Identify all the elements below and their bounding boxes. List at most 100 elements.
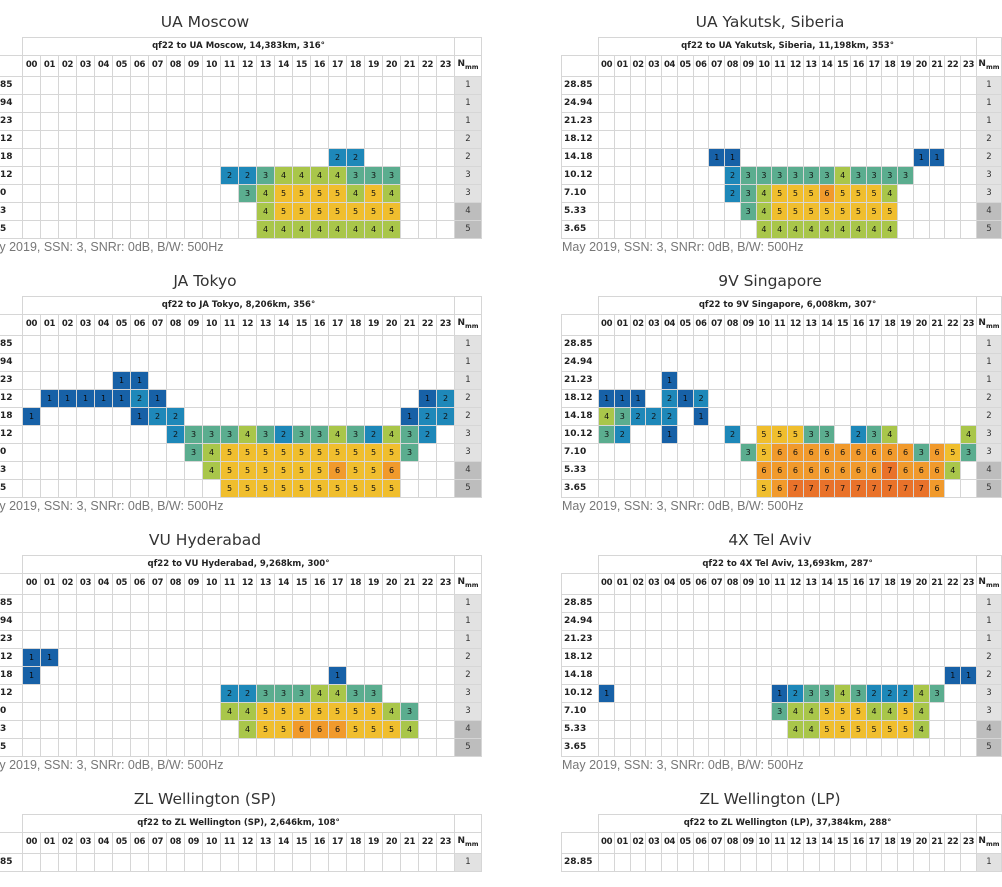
heatmap-cell: 5 (310, 460, 329, 480)
heatmap-cell: 1 (40, 388, 59, 408)
heatmap-cell (274, 352, 293, 372)
hour-label: 03 (76, 314, 95, 336)
heatmap-cell (346, 593, 365, 613)
heatmap-cell (148, 147, 167, 167)
heatmap-cell: 5 (802, 201, 820, 221)
heatmap-cell: 5 (256, 478, 275, 498)
hour-label: 17 (328, 55, 347, 77)
heatmap-cell: 7 (850, 478, 867, 498)
heatmap-grid-ua-yakutsk-siberia: qf22 to UA Yakutsk, Siberia, 11,198km, 3… (560, 37, 1002, 239)
hour-label: 20 (382, 55, 401, 77)
heatmap-cell (724, 370, 741, 390)
heatmap-cell: 3 (598, 424, 615, 444)
hour-label: 01 (40, 832, 59, 854)
heatmap-cell (724, 665, 741, 685)
heatmap-cell (400, 611, 419, 631)
heatmap-cell (897, 201, 914, 221)
heatmap-cell: 5 (238, 478, 257, 498)
heatmap-cell (418, 129, 437, 149)
heatmap-cell (436, 424, 455, 444)
heatmap-cell (771, 352, 789, 372)
freq-row: 7.10445555555433 (0, 701, 482, 721)
heatmap-cell (897, 852, 914, 872)
heatmap-cell (58, 442, 77, 462)
heatmap-cell (613, 183, 631, 203)
heatmap-cell (787, 147, 804, 167)
heatmap-cell (328, 370, 347, 390)
heatmap-cell (912, 334, 930, 354)
heatmap-cell (960, 75, 977, 95)
heatmap-cell (865, 665, 883, 685)
heatmap-cell: 5 (310, 701, 329, 721)
heatmap-cell (418, 147, 437, 167)
freq-header-cell (562, 556, 599, 574)
heatmap-cell (256, 647, 275, 667)
hour-label: 02 (58, 832, 77, 854)
heatmap-cell (400, 647, 419, 667)
hour-label: 10 (755, 573, 773, 595)
hour-label: 23 (436, 314, 455, 336)
heatmap-cell (76, 201, 95, 221)
heatmap-cell: 4 (755, 219, 773, 239)
heatmap-cell (382, 629, 401, 649)
heatmap-cell (818, 406, 836, 426)
heatmap-cell (897, 352, 914, 372)
heatmap-cell (708, 665, 726, 685)
heatmap-cell (76, 165, 95, 185)
heatmap-cell (629, 183, 647, 203)
hour-label: 21 (400, 832, 419, 854)
heatmap-cell (202, 219, 221, 239)
heatmap-cell (400, 665, 419, 685)
heatmap-cell: 3 (755, 165, 773, 185)
heatmap-cell (202, 665, 221, 685)
frequency-label: 3.65 (560, 737, 600, 757)
heatmap-cell (928, 165, 946, 185)
heatmap-cell: 4 (256, 219, 275, 239)
hour-label: 08 (724, 832, 741, 854)
nmm-header: Nmm (975, 55, 1002, 77)
heatmap-cell: 5 (328, 201, 347, 221)
heatmap-cell (418, 219, 437, 239)
chart-subtitle: qf22 to UA Yakutsk, Siberia, 11,198km, 3… (598, 37, 977, 56)
heatmap-cell (94, 647, 113, 667)
freq-row: 7.10 2 3 4 5 5 5 6 5 5 5 4 3 (560, 183, 1002, 203)
heatmap-cell: 2 (645, 406, 663, 426)
hour-label: 12 (787, 832, 804, 854)
heatmap-cell: 5 (292, 460, 311, 480)
heatmap-cell (928, 593, 946, 613)
heatmap-cell (850, 647, 867, 667)
heatmap-cell (897, 147, 914, 167)
hour-label: 09 (184, 55, 203, 77)
heatmap-cell (692, 75, 710, 95)
heatmap-cell: 5 (818, 701, 836, 721)
frequency-label: 10.12 (0, 424, 23, 444)
heatmap-cell (708, 183, 726, 203)
heatmap-cell (22, 737, 41, 757)
heatmap-cell (850, 352, 867, 372)
heatmap-cell (818, 388, 836, 408)
heatmap-grid-4x-tel-aviv: qf22 to 4X Tel Aviv, 13,693km, 287° 00 01 0… (560, 555, 1002, 757)
nmm-value: 1 (454, 629, 482, 649)
heatmap-cell (881, 352, 899, 372)
heatmap-cell: 1 (613, 388, 631, 408)
hour-label: 00 (22, 832, 41, 854)
heatmap-cell: 5 (346, 460, 365, 480)
heatmap-cell: 3 (802, 424, 820, 444)
heatmap-cell (418, 647, 437, 667)
heatmap-cell (613, 478, 631, 498)
heatmap-cell (960, 647, 977, 667)
heatmap-cell (22, 370, 41, 390)
heatmap-cell (912, 352, 930, 372)
heatmap-cell: 1 (692, 406, 710, 426)
hour-label: 12 (787, 314, 804, 336)
frequency-label: 18.12 (0, 647, 23, 667)
freq-row: 3.65444444445 (0, 219, 482, 239)
heatmap-cell (310, 852, 329, 872)
heatmap-cell (897, 593, 914, 613)
hour-label: 19 (897, 55, 914, 77)
heatmap-cell (256, 629, 275, 649)
heatmap-cell (94, 219, 113, 239)
nmm-value: 4 (975, 460, 1002, 480)
heatmap-cell (802, 75, 820, 95)
heatmap-cell: 5 (310, 183, 329, 203)
